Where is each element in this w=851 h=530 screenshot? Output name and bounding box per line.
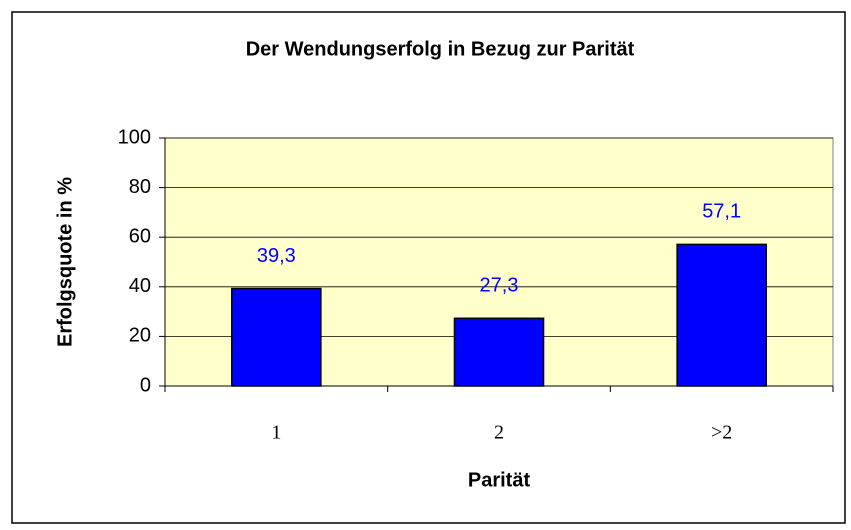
bar	[676, 243, 767, 387]
y-tick-label: 60	[129, 225, 151, 247]
y-tick-label: 100	[118, 126, 151, 148]
y-axis-label: Erfolgsquote in %	[54, 177, 76, 347]
x-tick-label: 2	[494, 422, 504, 444]
y-tick-label: 40	[129, 275, 151, 297]
bar	[453, 317, 545, 387]
chart-title: Der Wendungserfolg in Bezug zur Parität	[246, 38, 635, 60]
value-label: 27,3	[480, 275, 519, 297]
y-tick-label: 20	[129, 325, 151, 347]
y-tick-label: 0	[140, 374, 151, 396]
bar	[231, 287, 322, 387]
y-tick-label: 80	[129, 176, 151, 198]
value-label: 57,1	[702, 201, 741, 223]
x-tick-label: 1	[271, 422, 281, 444]
x-tick-label: >2	[711, 422, 732, 444]
x-axis-label: Parität	[468, 469, 531, 491]
value-label: 39,3	[257, 245, 296, 267]
